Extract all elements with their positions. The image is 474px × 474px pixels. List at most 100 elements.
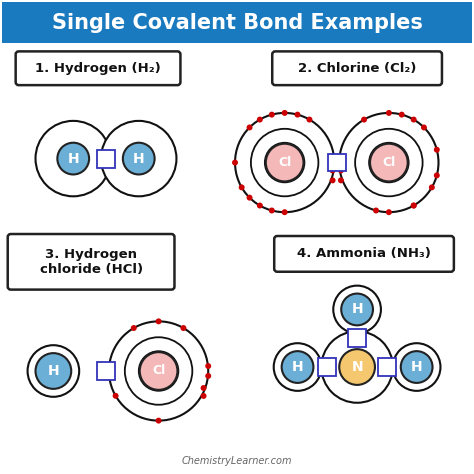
Circle shape [339, 113, 438, 212]
FancyBboxPatch shape [8, 234, 174, 290]
Circle shape [386, 209, 392, 215]
Circle shape [320, 364, 326, 370]
Circle shape [338, 160, 344, 165]
Circle shape [393, 343, 440, 391]
Circle shape [434, 147, 440, 153]
Circle shape [139, 351, 178, 391]
Text: H: H [351, 302, 363, 317]
Circle shape [36, 353, 71, 389]
Circle shape [113, 393, 118, 399]
Circle shape [355, 129, 423, 196]
Circle shape [131, 325, 137, 331]
Circle shape [99, 155, 105, 162]
Bar [2, 2, 472, 44]
Bar [378, 358, 396, 376]
Bar [319, 358, 336, 376]
Circle shape [429, 184, 435, 191]
Circle shape [181, 325, 186, 331]
Circle shape [269, 112, 275, 118]
Text: H: H [411, 360, 422, 374]
Bar [97, 150, 115, 167]
Circle shape [410, 117, 417, 123]
Circle shape [155, 418, 162, 424]
Circle shape [257, 202, 263, 209]
Circle shape [235, 113, 334, 212]
Circle shape [107, 155, 113, 162]
Circle shape [370, 144, 408, 182]
Circle shape [239, 184, 245, 191]
Text: Cl: Cl [382, 156, 395, 169]
FancyBboxPatch shape [274, 236, 454, 272]
Circle shape [341, 293, 373, 325]
FancyBboxPatch shape [272, 51, 442, 85]
Circle shape [338, 167, 344, 173]
Circle shape [282, 110, 288, 116]
Text: ChemistryLearner.com: ChemistryLearner.com [182, 456, 292, 466]
Circle shape [338, 177, 344, 183]
Circle shape [410, 202, 417, 209]
FancyBboxPatch shape [16, 51, 181, 85]
Bar [328, 154, 346, 172]
Text: H: H [47, 364, 59, 378]
Text: Cl: Cl [152, 365, 165, 377]
Circle shape [354, 339, 360, 345]
Circle shape [434, 173, 440, 178]
Circle shape [107, 368, 113, 374]
Circle shape [201, 393, 207, 399]
Circle shape [251, 129, 319, 196]
Text: 2. Chlorine (Cl₂): 2. Chlorine (Cl₂) [298, 62, 416, 75]
Circle shape [354, 331, 360, 337]
Circle shape [123, 143, 155, 174]
Circle shape [125, 337, 192, 405]
Bar [97, 362, 115, 380]
Circle shape [266, 144, 303, 182]
Circle shape [329, 167, 336, 173]
Circle shape [399, 112, 405, 118]
Text: H: H [292, 360, 303, 374]
Circle shape [373, 208, 379, 213]
Circle shape [155, 319, 162, 324]
Circle shape [380, 364, 386, 370]
Circle shape [273, 343, 321, 391]
Circle shape [330, 160, 336, 165]
Circle shape [321, 331, 393, 403]
Circle shape [99, 368, 105, 374]
Text: Cl: Cl [278, 156, 291, 169]
Circle shape [201, 385, 207, 391]
Circle shape [294, 112, 301, 118]
Circle shape [265, 143, 304, 182]
Text: 3. Hydrogen
chloride (HCl): 3. Hydrogen chloride (HCl) [39, 248, 143, 276]
Circle shape [333, 286, 381, 333]
Circle shape [386, 110, 392, 116]
Circle shape [361, 117, 367, 123]
Circle shape [232, 160, 238, 165]
Bar [348, 329, 366, 347]
Circle shape [106, 368, 112, 374]
Circle shape [36, 121, 111, 196]
Circle shape [205, 363, 211, 369]
Circle shape [246, 195, 253, 201]
Circle shape [401, 351, 433, 383]
Text: N: N [351, 360, 363, 374]
Circle shape [57, 143, 89, 174]
Circle shape [109, 321, 208, 420]
Text: 1. Hydrogen (H₂): 1. Hydrogen (H₂) [35, 62, 161, 75]
Circle shape [410, 202, 417, 209]
Circle shape [388, 364, 394, 370]
Circle shape [27, 345, 79, 397]
Text: Single Covalent Bond Examples: Single Covalent Bond Examples [52, 13, 422, 33]
Text: H: H [133, 152, 145, 165]
Circle shape [257, 117, 263, 123]
Circle shape [282, 209, 288, 215]
Text: H: H [67, 152, 79, 165]
Circle shape [205, 373, 211, 379]
Circle shape [369, 143, 409, 182]
Text: 4. Ammonia (NH₃): 4. Ammonia (NH₃) [297, 247, 431, 260]
Circle shape [339, 349, 375, 385]
Circle shape [328, 364, 334, 370]
Circle shape [140, 352, 177, 390]
Circle shape [307, 117, 312, 123]
Circle shape [421, 125, 427, 130]
Circle shape [246, 125, 253, 130]
Circle shape [269, 208, 275, 213]
